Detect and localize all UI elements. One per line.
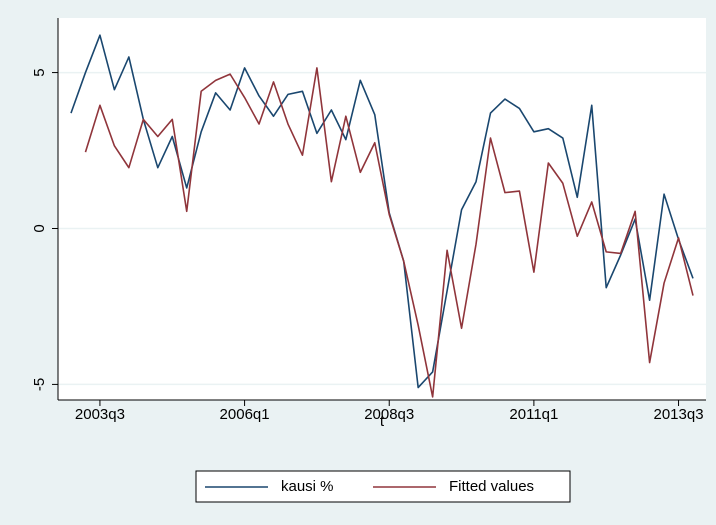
legend: kausi % Fitted values [195, 470, 571, 503]
x-tick-label: 2008q3 [364, 406, 414, 423]
x-axis-title: t [380, 413, 385, 430]
y-tick-label: 5 [31, 68, 48, 76]
x-tick-label: 2003q3 [75, 406, 125, 423]
x-tick-label: 2006q1 [220, 406, 270, 423]
x-tick-label: 2013q3 [654, 406, 704, 423]
y-tick-label: 0 [31, 224, 48, 232]
y-tick-label: -5 [31, 378, 48, 391]
legend-label: Fitted values [449, 478, 534, 495]
legend-label: kausi % [281, 478, 334, 495]
plot-area [58, 18, 706, 400]
series-line [84, 67, 694, 398]
series-line [70, 34, 694, 389]
x-tick-label: 2011q1 [509, 406, 558, 423]
